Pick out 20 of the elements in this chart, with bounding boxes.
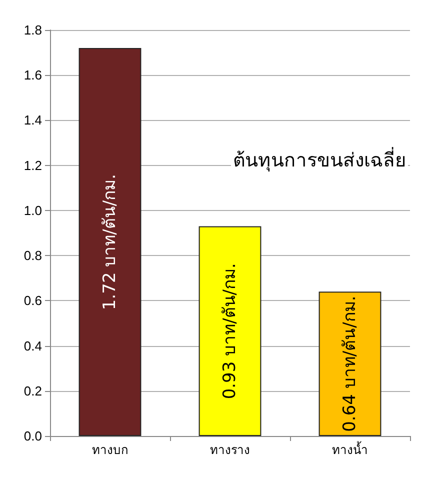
y-tick-label: 0.8 xyxy=(24,248,42,264)
y-tick-label: 0.0 xyxy=(24,428,42,444)
bar xyxy=(198,226,262,436)
data-label: 0.93 บาท/ตัน/กม. xyxy=(220,263,240,400)
x-tick-label: ทางน้ำ xyxy=(332,441,368,457)
x-tick-label: ทางบก xyxy=(92,443,128,457)
y-tick-label: 0.2 xyxy=(24,383,42,398)
annotation: ต้นทุนการขนส่งเฉลี่ย xyxy=(233,146,406,172)
bar xyxy=(318,292,382,436)
y-tick-label: 1.4 xyxy=(24,112,42,128)
y-tick-label: 1.6 xyxy=(24,68,42,83)
y-tick-label: 1.8 xyxy=(24,22,42,38)
y-tick-label: 0.6 xyxy=(24,293,42,308)
data-label: 1.72 บาท/ตัน/กม. xyxy=(100,174,120,310)
y-tick-label: 1.2 xyxy=(24,158,42,173)
y-tick-label: 0.4 xyxy=(24,338,42,354)
y-tick-label: 1.0 xyxy=(24,202,42,218)
data-label: 0.64 บาท/ตัน/กม. xyxy=(340,296,360,432)
x-tick-label: ทางราง xyxy=(210,443,250,457)
bar xyxy=(78,48,142,436)
